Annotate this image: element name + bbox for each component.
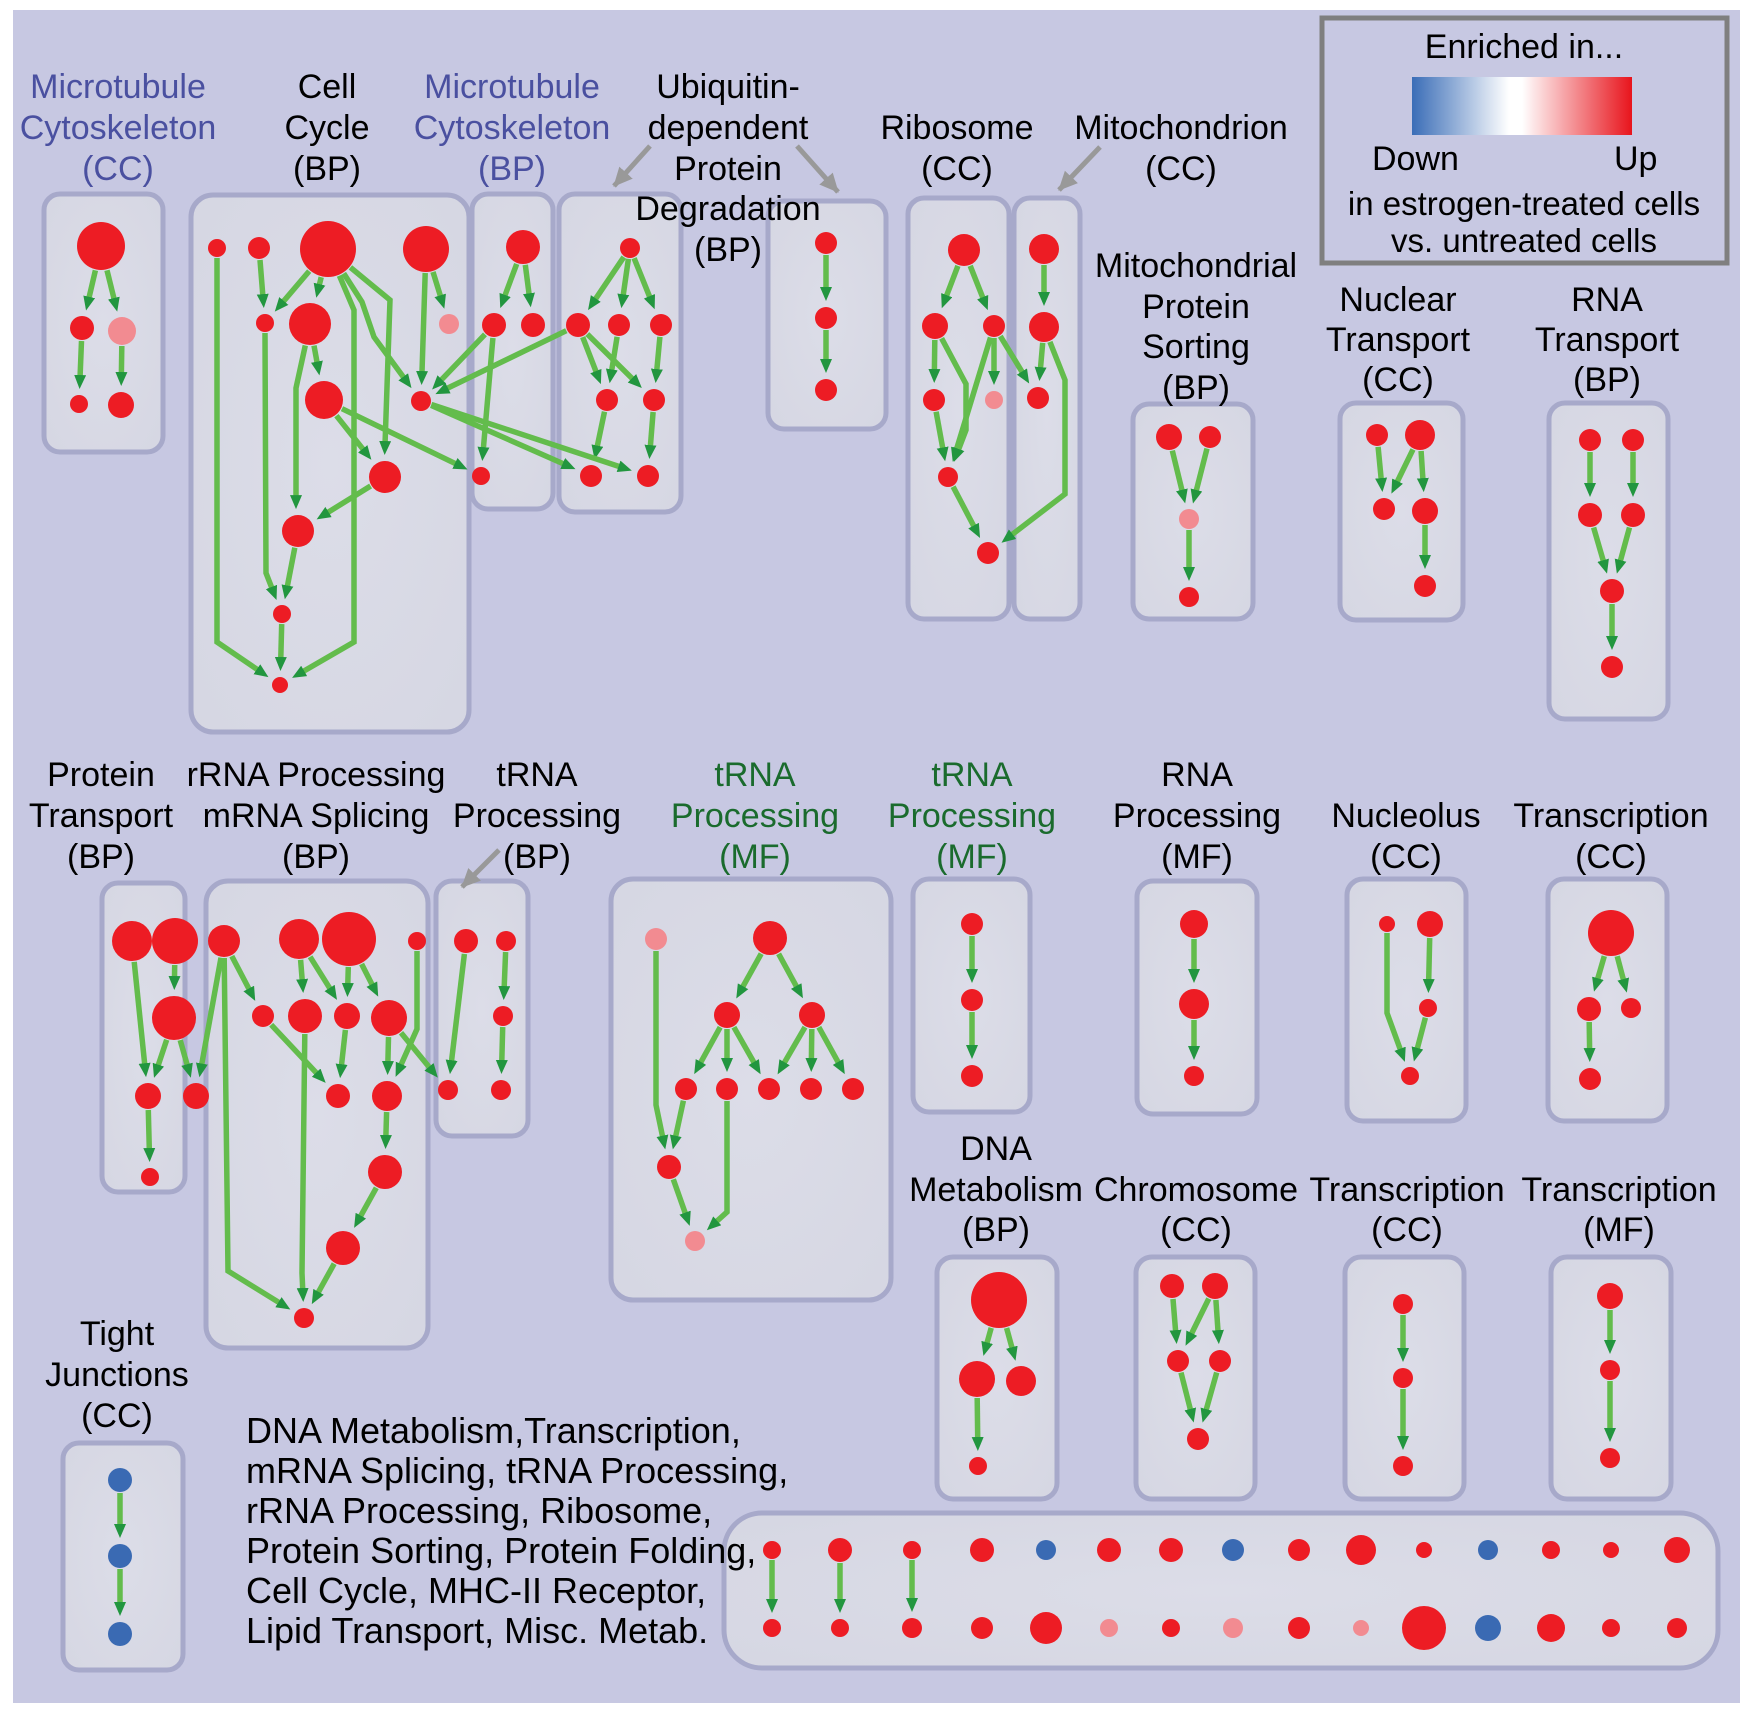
svg-text:Microtubule: Microtubule <box>424 68 600 106</box>
svg-text:(BP): (BP) <box>67 838 135 876</box>
svg-text:tRNA: tRNA <box>714 756 796 794</box>
svg-text:Processing: Processing <box>888 797 1056 835</box>
svg-text:Ribosome: Ribosome <box>880 109 1033 147</box>
svg-text:(BP): (BP) <box>293 150 361 188</box>
svg-text:Processing: Processing <box>453 797 621 835</box>
svg-text:Transport: Transport <box>29 797 174 835</box>
svg-text:Lipid Transport, Misc. Metab.: Lipid Transport, Misc. Metab. <box>246 1610 708 1651</box>
svg-text:DNA: DNA <box>960 1130 1032 1168</box>
svg-text:(MF): (MF) <box>1583 1211 1655 1249</box>
svg-text:RNA: RNA <box>1571 281 1643 319</box>
svg-text:Junctions: Junctions <box>45 1356 189 1394</box>
svg-text:Protein: Protein <box>47 756 155 794</box>
svg-text:Microtubule: Microtubule <box>30 68 206 106</box>
svg-text:Enriched in...: Enriched in... <box>1425 28 1623 66</box>
svg-text:Protein Sorting, Protein Foldi: Protein Sorting, Protein Folding, <box>246 1530 756 1571</box>
svg-text:dependent: dependent <box>648 109 809 147</box>
svg-text:Transport: Transport <box>1535 321 1680 359</box>
svg-text:(CC): (CC) <box>1145 150 1217 188</box>
svg-text:(BP): (BP) <box>694 231 762 269</box>
svg-text:(MF): (MF) <box>936 838 1008 876</box>
svg-text:Cell: Cell <box>298 68 357 106</box>
svg-text:(BP): (BP) <box>1573 361 1641 399</box>
svg-text:Mitochondrion: Mitochondrion <box>1074 109 1288 147</box>
svg-text:Up: Up <box>1614 140 1657 178</box>
svg-text:Transcription: Transcription <box>1513 797 1708 835</box>
svg-text:(CC): (CC) <box>1160 1211 1232 1249</box>
svg-text:(CC): (CC) <box>1371 1211 1443 1249</box>
svg-text:Transcription: Transcription <box>1521 1171 1716 1209</box>
svg-text:(CC): (CC) <box>1370 838 1442 876</box>
svg-text:RNA: RNA <box>1161 756 1233 794</box>
svg-text:Protein: Protein <box>674 150 782 188</box>
svg-text:Transcription: Transcription <box>1309 1171 1504 1209</box>
svg-text:vs. untreated cells: vs. untreated cells <box>1391 222 1657 259</box>
svg-text:Tight: Tight <box>80 1315 155 1353</box>
svg-text:(BP): (BP) <box>1162 369 1230 407</box>
svg-text:Cytoskeleton: Cytoskeleton <box>414 109 611 147</box>
svg-text:DNA Metabolism,Transcription,: DNA Metabolism,Transcription, <box>246 1410 741 1451</box>
svg-text:in estrogen-treated cells: in estrogen-treated cells <box>1348 185 1700 222</box>
svg-text:(BP): (BP) <box>478 150 546 188</box>
svg-text:Cell Cycle, MHC-II Receptor,: Cell Cycle, MHC-II Receptor, <box>246 1570 706 1611</box>
svg-text:Nuclear: Nuclear <box>1339 281 1456 319</box>
svg-text:Processing: Processing <box>671 797 839 835</box>
svg-text:Transport: Transport <box>1326 321 1471 359</box>
svg-text:(CC): (CC) <box>1575 838 1647 876</box>
svg-text:(BP): (BP) <box>282 838 350 876</box>
svg-text:Processing: Processing <box>1113 797 1281 835</box>
svg-text:Chromosome: Chromosome <box>1094 1171 1298 1209</box>
svg-text:(BP): (BP) <box>503 838 571 876</box>
svg-text:Protein: Protein <box>1142 288 1250 326</box>
svg-text:(CC): (CC) <box>81 1397 153 1435</box>
svg-text:(CC): (CC) <box>1362 361 1434 399</box>
svg-text:Cycle: Cycle <box>284 109 369 147</box>
svg-text:Degradation: Degradation <box>635 190 820 228</box>
svg-text:(MF): (MF) <box>1161 838 1233 876</box>
svg-text:tRNA: tRNA <box>496 756 578 794</box>
svg-text:Metabolism: Metabolism <box>909 1171 1083 1209</box>
svg-text:Nucleolus: Nucleolus <box>1331 797 1480 835</box>
svg-text:Sorting: Sorting <box>1142 328 1250 366</box>
svg-text:Cytoskeleton: Cytoskeleton <box>20 109 217 147</box>
svg-text:rRNA Processing, Ribosome,: rRNA Processing, Ribosome, <box>246 1490 712 1531</box>
svg-text:mRNA Splicing: mRNA Splicing <box>203 797 430 835</box>
svg-text:(BP): (BP) <box>962 1211 1030 1249</box>
svg-text:mRNA Splicing, tRNA Processing: mRNA Splicing, tRNA Processing, <box>246 1450 788 1491</box>
svg-text:(CC): (CC) <box>921 150 993 188</box>
svg-text:rRNA Processing: rRNA Processing <box>187 756 446 794</box>
svg-text:Mitochondrial: Mitochondrial <box>1095 247 1297 285</box>
svg-text:tRNA: tRNA <box>931 756 1013 794</box>
svg-text:Ubiquitin-: Ubiquitin- <box>656 68 800 106</box>
svg-text:(CC): (CC) <box>82 150 154 188</box>
svg-text:(MF): (MF) <box>719 838 791 876</box>
svg-text:Down: Down <box>1372 140 1459 178</box>
